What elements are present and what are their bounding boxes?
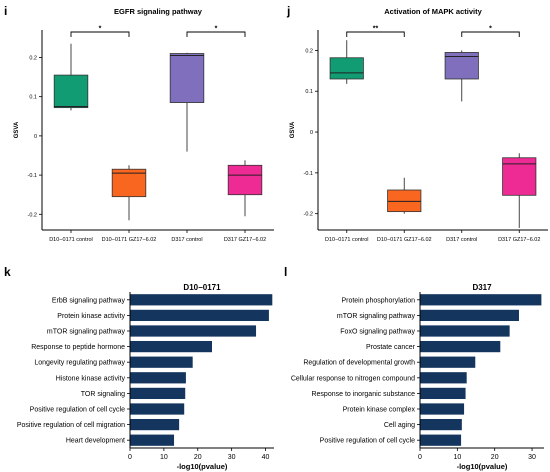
y-axis-label: GSVA <box>290 121 296 138</box>
category-label: Response to peptide hormone <box>31 344 125 351</box>
bar <box>130 325 257 337</box>
box <box>387 189 422 213</box>
bar <box>130 309 269 322</box>
y-tick-label: -0.2 <box>304 212 313 218</box>
category-label: ErbB signaling pathway <box>52 297 126 304</box>
category-label: Cell aging <box>384 422 415 429</box>
box <box>227 164 263 196</box>
category-label: Response to inorganic substance <box>311 391 415 398</box>
category-label: Protein kinase complex <box>343 407 416 414</box>
category-label: mTOR signaling pathway <box>47 329 126 336</box>
x-tick-label: 10 <box>160 454 168 461</box>
x-tick-label: 0 <box>418 454 422 461</box>
y-tick-label: 0 <box>34 134 37 140</box>
significance-bracket <box>346 31 405 37</box>
bar <box>130 418 180 431</box>
x-tick-label: 30 <box>528 454 536 461</box>
category-label: Heart development <box>66 438 125 445</box>
x-tick-label: D317 control <box>171 237 202 243</box>
significance-bracket <box>70 31 130 37</box>
significance-label: * <box>215 26 218 33</box>
bar <box>130 356 193 368</box>
category-label: Protein phosphorylation <box>341 297 415 304</box>
y-tick-label: -0.1 <box>304 171 313 177</box>
barchart-d317: D317 Protein phosphorylation mTOR signalin… <box>291 283 544 471</box>
y-tick-label: 0.2 <box>305 48 313 54</box>
bar <box>420 387 466 400</box>
box <box>329 57 364 80</box>
bar <box>420 294 542 306</box>
y-tick-label: 0.1 <box>29 95 37 101</box>
significance-bracket <box>461 31 520 37</box>
bar <box>420 403 465 415</box>
boxplot-mapk: Activation of MAPK activity 0.2 0.1 0 -0.1 -0… <box>290 7 548 243</box>
bar <box>420 434 462 446</box>
panel-letter-i: i <box>4 4 7 18</box>
category-label: Cellular response to nitrogen compound <box>291 375 415 382</box>
panel-letter-j: j <box>286 4 290 18</box>
bar <box>130 372 186 384</box>
bar <box>420 356 476 368</box>
y-tick-label: -0.1 <box>28 173 37 179</box>
x-tick-label: 30 <box>228 454 236 461</box>
x-tick-label: 0 <box>128 454 132 461</box>
significance-label: * <box>99 26 102 33</box>
category-label: Histone kinase activity <box>56 375 126 382</box>
significance-label: ** <box>373 26 379 33</box>
box <box>111 168 147 198</box>
x-tick-label: 10 <box>453 454 461 461</box>
x-tick-label: D317 control <box>446 237 477 243</box>
bar <box>130 294 273 306</box>
x-axis-label: -log10(pvalue) <box>177 462 228 471</box>
boxplot-egfr: EGFR signaling pathway 0.2 0.1 0 -0.1 -0.2 GSV… <box>14 7 274 243</box>
category-label: Longevity regulating pathway <box>34 360 125 367</box>
significance-label: * <box>489 26 492 33</box>
x-tick-label: D317 GZ17−6.02 <box>224 237 266 243</box>
chart-title: Activation of MAPK activity <box>384 7 482 16</box>
y-tick-label: 0.1 <box>305 89 313 95</box>
panel-letter-l: l <box>284 265 287 279</box>
category-label: Positive regulation of cell cycle <box>30 407 125 414</box>
box <box>169 53 205 103</box>
bar <box>130 387 186 400</box>
chart-title: D10−0171 <box>183 283 221 292</box>
x-tick-label: D317 GZ17−6.02 <box>498 237 540 243</box>
category-label: Protein kinase activity <box>57 313 125 320</box>
category-label: TOR signaling <box>81 391 125 398</box>
category-label: Prostate cancer <box>366 344 416 351</box>
barchart-d10: D10−0171 ErbB signaling pathway Protein ki… <box>17 283 274 471</box>
bar <box>130 403 185 415</box>
bar <box>420 340 501 353</box>
category-label: mTOR signaling pathway <box>337 313 416 320</box>
category-label: Positive regulation of cell cycle <box>320 438 415 445</box>
bar <box>420 418 462 431</box>
x-tick-label: 40 <box>262 454 270 461</box>
chart-title: D317 <box>472 283 492 292</box>
bar <box>130 434 175 446</box>
x-tick-label: 20 <box>491 454 499 461</box>
box <box>53 74 89 109</box>
x-tick-label: D10−0171 GZ17−6.02 <box>102 237 157 243</box>
bar <box>420 372 467 384</box>
y-axis-label: GSVA <box>14 121 20 138</box>
significance-bracket <box>186 31 246 37</box>
x-tick-label: D10−0171 control <box>325 237 369 243</box>
bar <box>130 340 212 353</box>
category-label: FoxO signaling pathway <box>340 329 415 336</box>
y-tick-label: -0.2 <box>28 212 37 218</box>
y-tick-label: 0 <box>310 130 313 136</box>
category-label: Regulation of developmental growth <box>303 360 415 367</box>
y-tick-label: 0.2 <box>29 55 37 61</box>
category-label: Positive regulation of cell migration <box>17 422 125 429</box>
chart-title: EGFR signaling pathway <box>114 7 203 16</box>
panel-letter-k: k <box>4 265 11 279</box>
x-axis-label: -log10(pvalue) <box>457 462 508 471</box>
bar <box>420 309 519 322</box>
bar <box>420 325 510 337</box>
x-tick-label: 20 <box>194 454 202 461</box>
x-tick-label: D10−0171 control <box>49 237 93 243</box>
x-tick-label: D10−0171 GZ17−6.02 <box>377 237 432 243</box>
